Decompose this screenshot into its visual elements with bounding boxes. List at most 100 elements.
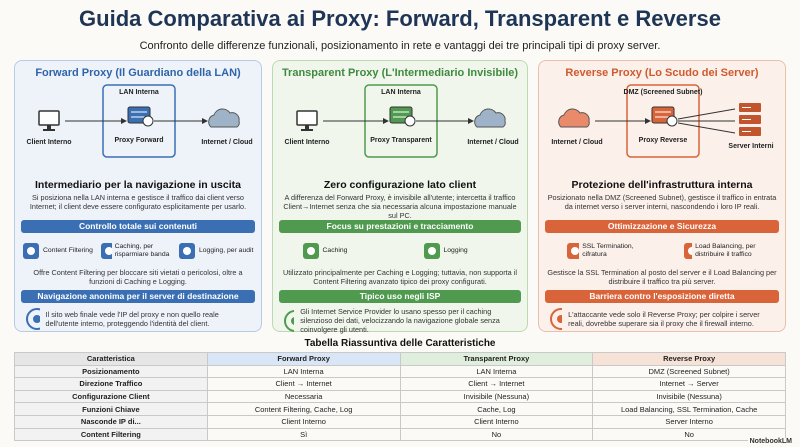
feature-label: Caching, per risparmiare banda [114,243,170,258]
table-cell: Nasconde IP di... [14,414,208,429]
table-header: Caratteristica Forward Proxy Transparent P… [14,352,786,366]
section-icon [284,309,295,332]
left-label: Internet / Cloud [551,139,603,146]
feature: Caching, per risparmiare banda [100,237,176,265]
heading: Protezione dell'infrastruttura interna [571,179,753,191]
feature-label: SSL Termination, cifratura [582,243,634,258]
description: Si posiziona nella LAN interna e gestisc… [29,193,247,211]
page-subtitle: Confronto delle differenze funzionali, p… [139,40,661,52]
panel-title: Reverse Proxy (Lo Scudo dei Server) [565,67,759,79]
features: Caching Logging [279,237,521,265]
right-label: Internet / Cloud [467,139,519,146]
table-cell: Client Interno [206,414,401,429]
feature-icon [423,243,440,259]
summary-table: Caratteristica Forward Proxy Transparent P… [14,352,786,442]
feature-icon [566,243,580,259]
table-row: Posizionamento LAN Interna LAN Interna DMZ … [14,364,786,379]
section-bar: Controllo totale sui contenuti [21,220,255,233]
zone-label: DMZ (Screened Subnet) [623,89,703,96]
table-cell: Server Interno [592,414,786,429]
header-cell: Caratteristica [14,352,208,366]
table-cell: Necessaria [206,389,401,404]
table-cell: Client Interno [399,414,594,429]
section-text: Gli Internet Service Provider lo usano s… [300,307,500,334]
panel-title: Forward Proxy (Il Guardiano della LAN) [35,67,241,79]
table-cell: Configurazione Client [14,389,208,404]
table-cell: Client → Internet [206,377,401,391]
feature: Logging, per audit [178,237,254,265]
section-detail: L'attaccante vede solo il Reverse Proxy;… [549,307,775,331]
section-text: Offre Content Filtering per bloccare sit… [33,268,243,286]
zone-label: LAN Interna [381,89,421,96]
center-label: Proxy Transparent [370,137,432,144]
header-cell: Forward Proxy [206,352,401,366]
heading: Intermediario per la navigazione in usci… [35,179,241,191]
features: Content Filtering Caching, per risparmiar… [21,237,255,265]
center-label: Proxy Forward [114,137,164,144]
feature-label: Load Balancing, per distribuire il traff… [695,243,756,258]
description: A differenza del Forward Proxy, è invisi… [283,193,517,220]
network-diagram: DMZ (Screened Subnet) Proxy Reverse Intern… [539,83,785,175]
feature-label: Caching [322,247,348,254]
table-cell: LAN Interna [399,364,594,379]
left-label: Client Interno [284,139,330,146]
section-bar: Focus su prestazioni e tracciamento [279,220,521,233]
feature-icon [683,243,693,259]
table-cell: Direzione Traffico [14,377,208,391]
table-cell: No [592,427,786,442]
section-icon [550,308,563,330]
table-cell: Load Balancing, SSL Termination, Cache [592,402,786,416]
table-cell: Sì [206,427,401,442]
table-cell: Posizionamento [14,364,208,379]
table-cell: Content Filtering, Cache, Log [206,402,401,416]
panel: Reverse Proxy (Lo Scudo dei Server) DMZ (… [538,60,786,332]
section-text: Utilizzato principalmente per Caching e … [282,268,518,286]
feature: Load Balancing, per distribuire il traff… [683,237,759,265]
feature: Caching [302,237,378,265]
brand: NotebookLM [747,438,794,445]
table-cell: LAN Interna [206,364,401,379]
feature-icon [101,243,112,259]
right-label: Internet / Cloud [201,139,253,146]
feature-label: Content Filtering [43,247,93,254]
table-cell: Invisibile (Nessuna) [592,389,786,404]
diagram-art [296,84,506,158]
section-text: Il sito web finale vede l'IP del proxy e… [45,310,219,328]
table-cell: Cache, Log [399,402,594,416]
page-title: Guida Comparativa ai Proxy: Forward, Tra… [79,6,721,31]
section-bar: Ottimizzazione e Sicurezza [545,220,779,233]
section-bar: Barriera contro l'esposizione diretta [545,290,779,303]
section-icon [26,308,40,330]
network-diagram: LAN Interna Proxy Forward Client Interno In… [15,83,261,175]
section-text: L'attaccante vede solo il Reverse Proxy;… [568,310,760,328]
table-cell: DMZ (Screened Subnet) [592,364,786,379]
description: Posizionato nella DMZ (Screened Subnet),… [547,193,777,211]
table-row: Configurazione Client Necessaria Invisibil… [14,389,786,404]
feature-icon [302,243,319,259]
header-cell: Reverse Proxy [592,352,786,366]
feature: Content Filtering [22,237,98,265]
table-cell: Internet → Server [592,377,786,391]
diagram-art [558,84,761,158]
features: SSL Termination, cifratura Load Balancing… [545,237,779,265]
left-label: Client Interno [26,139,72,146]
center-label: Proxy Reverse [638,137,688,144]
feature: SSL Termination, cifratura [566,237,642,265]
feature-label: Logging, per audit [199,247,254,254]
table-cell: No [399,427,594,442]
table-cell: Content Filtering [14,427,208,442]
table-title: Tabella Riassuntiva delle Caratteristich… [304,338,496,349]
right-label: Server Interni [728,143,774,150]
header-cell: Transparent Proxy [399,352,594,366]
zone-label: LAN Interna [119,89,159,96]
section-detail: Il sito web finale vede l'IP del proxy e… [25,307,251,331]
table-row: Direzione Traffico Client → Internet Clien… [14,377,786,391]
table-cell: Funzioni Chiave [14,402,208,416]
heading: Zero configurazione lato client [323,179,477,191]
table-row: Nasconde IP di... Client Interno Client In… [14,414,786,429]
feature-icon [23,243,39,259]
network-diagram: LAN Interna Proxy Transparent Client Inter… [273,83,527,175]
feature-label: Logging [443,247,468,254]
section-text: Gestisce la SSL Termination al posto del… [547,268,777,286]
